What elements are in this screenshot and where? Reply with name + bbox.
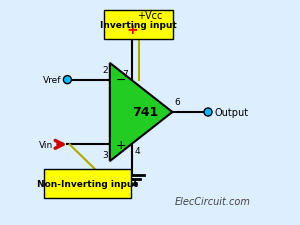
Polygon shape	[110, 64, 172, 161]
Text: +: +	[126, 23, 138, 37]
Text: Output: Output	[215, 108, 249, 117]
Text: −: −	[116, 74, 126, 87]
Text: 3: 3	[102, 150, 108, 159]
Text: ElecCircuit.com: ElecCircuit.com	[175, 196, 250, 206]
Text: Vin: Vin	[39, 140, 53, 149]
FancyBboxPatch shape	[104, 11, 173, 40]
Text: 2: 2	[102, 66, 108, 75]
Circle shape	[204, 108, 212, 117]
Text: Vref: Vref	[43, 76, 62, 85]
Text: 6: 6	[175, 98, 180, 107]
Circle shape	[63, 76, 71, 84]
Text: +Vcc: +Vcc	[136, 11, 162, 21]
Text: Non-Inverting input: Non-Inverting input	[37, 179, 138, 188]
Text: 741: 741	[132, 106, 159, 119]
Circle shape	[125, 24, 139, 37]
FancyBboxPatch shape	[44, 169, 131, 198]
Text: Inverting input: Inverting input	[100, 21, 177, 30]
Text: 7: 7	[122, 70, 128, 79]
Text: +: +	[116, 138, 126, 151]
Text: 4: 4	[134, 146, 140, 155]
